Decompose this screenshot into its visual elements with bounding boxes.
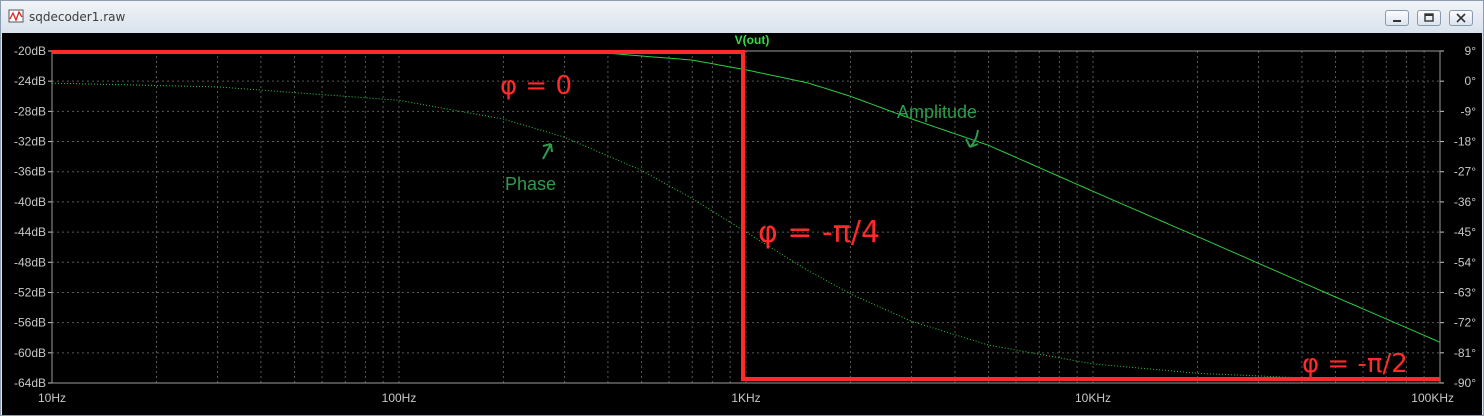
y-left-tick-label: -24dB: [14, 74, 46, 88]
x-tick-label: 10KHz: [1075, 391, 1111, 405]
chart-title: V(out): [735, 33, 770, 47]
bode-chart: 10Hz 100Hz 1KHz 10KHz 100KHz -20dB -24dB -28dB -…: [14, 33, 1477, 405]
x-tick-label: 10Hz: [38, 391, 66, 405]
y-right-tick-label: -18°: [1454, 135, 1476, 149]
y-left-tick-label: -20dB: [14, 44, 46, 58]
y-right-tick-label: -72°: [1454, 316, 1476, 330]
y-left-tick-label: -44dB: [14, 225, 46, 239]
plot-frame: [51, 50, 1441, 384]
phase-arrow: [542, 143, 553, 160]
annotation-phi-minus-pi-over-2: φ = -π/2: [1302, 349, 1408, 379]
x-tick-label: 100Hz: [382, 391, 417, 405]
y-left-tick-label: -32dB: [14, 135, 46, 149]
x-tick-label: 100KHz: [1411, 391, 1454, 405]
phase-region-outline: [52, 50, 1440, 381]
y-left-tick-label: -48dB: [14, 255, 46, 269]
y-right-tick-label: -81°: [1454, 346, 1476, 360]
restore-icon: [1424, 13, 1434, 22]
y-right-tick-label: -63°: [1454, 285, 1476, 299]
waveform-icon: [8, 9, 24, 23]
y-right-tick-label: -45°: [1454, 225, 1476, 239]
y-left-tick-label: -56dB: [14, 316, 46, 330]
y-left-tick-label: -28dB: [14, 104, 46, 118]
y-right-tick-label: 0°: [1465, 74, 1477, 88]
window-title: sqdecoder1.raw: [29, 10, 126, 24]
minimize-icon: [1393, 20, 1401, 22]
close-icon: [1456, 13, 1466, 23]
x-tick-label: 1KHz: [731, 391, 760, 405]
y-right-tick-label: 9°: [1465, 44, 1477, 58]
y-right-tick-label: -90°: [1454, 376, 1476, 390]
amplitude-arrow: [965, 129, 979, 148]
annotation-phi-minus-pi-over-4: φ = -π/4: [758, 215, 880, 250]
close-button[interactable]: [1449, 10, 1473, 26]
y-left-tick-label: -40dB: [14, 195, 46, 209]
y-left-tick-label: -52dB: [14, 285, 46, 299]
minimize-button[interactable]: [1385, 10, 1409, 26]
restore-button[interactable]: [1417, 10, 1441, 26]
y-left-tick-label: -60dB: [14, 346, 46, 360]
annotation-phi-zero: φ = 0: [500, 71, 572, 101]
y-right-tick-label: -27°: [1454, 165, 1476, 179]
y-right-tick-label: -54°: [1454, 255, 1476, 269]
y-right-tick-label: -36°: [1454, 195, 1476, 209]
phase-label: Phase: [505, 174, 556, 194]
title-bar[interactable]: sqdecoder1.raw: [1, 1, 1483, 33]
y-right-tick-label: -9°: [1461, 104, 1477, 118]
y-left-tick-label: -36dB: [14, 165, 46, 179]
y-left-tick-label: -64dB: [14, 376, 46, 390]
amplitude-label: Amplitude: [897, 102, 977, 122]
